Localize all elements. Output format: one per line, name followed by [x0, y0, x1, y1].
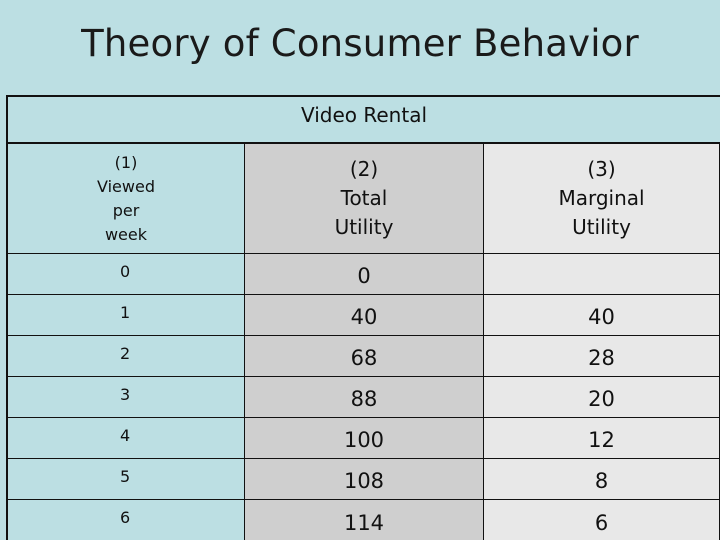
header-line: Total — [340, 186, 388, 210]
table-row: 1 40 40 — [8, 295, 720, 336]
cell-marginal-utility: 6 — [484, 500, 720, 540]
header-line: Utility — [334, 215, 394, 239]
header-line: (1) — [114, 152, 138, 172]
cell-total-utility: 114 — [245, 500, 484, 540]
cell-marginal-utility — [484, 254, 720, 295]
header-marginal-utility: (3) Marginal Utility — [484, 144, 720, 254]
header-line: week — [104, 224, 148, 244]
cell-viewed: 2 — [8, 336, 245, 377]
cell-viewed: 5 — [8, 459, 245, 500]
cell-viewed: 6 — [8, 500, 245, 540]
slide-title: Theory of Consumer Behavior — [81, 22, 639, 65]
header-line: per — [112, 200, 140, 220]
cell-viewed: 4 — [8, 418, 245, 459]
cell-total-utility: 68 — [245, 336, 484, 377]
table-row: 6 114 6 — [8, 500, 720, 540]
cell-viewed: 0 — [8, 254, 245, 295]
header-line: (2) — [349, 157, 379, 181]
table-row: 2 68 28 — [8, 336, 720, 377]
header-line: Marginal — [558, 186, 645, 210]
cell-total-utility: 100 — [245, 418, 484, 459]
cell-marginal-utility: 20 — [484, 377, 720, 418]
table-row: 0 0 — [8, 254, 720, 295]
cell-marginal-utility: 28 — [484, 336, 720, 377]
table-caption: Video Rental — [8, 97, 720, 144]
cell-total-utility: 108 — [245, 459, 484, 500]
table-row: 5 108 8 — [8, 459, 720, 500]
header-viewed-per-week: (1) Viewed per week — [8, 144, 245, 254]
cell-total-utility: 88 — [245, 377, 484, 418]
cell-total-utility: 40 — [245, 295, 484, 336]
table-header-row: (1) Viewed per week (2) Total Utility (3… — [8, 144, 720, 254]
header-line: Utility — [572, 215, 631, 239]
cell-total-utility: 0 — [245, 254, 484, 295]
utility-table: Video Rental (1) Viewed per week (2) Tot… — [6, 95, 720, 540]
table-row: 4 100 12 — [8, 418, 720, 459]
cell-viewed: 3 — [8, 377, 245, 418]
cell-marginal-utility: 40 — [484, 295, 720, 336]
header-line: Viewed — [97, 176, 155, 196]
header-total-utility: (2) Total Utility — [245, 144, 484, 254]
header-line: (3) — [587, 157, 616, 181]
table-row: 3 88 20 — [8, 377, 720, 418]
cell-marginal-utility: 12 — [484, 418, 720, 459]
cell-marginal-utility: 8 — [484, 459, 720, 500]
cell-viewed: 1 — [8, 295, 245, 336]
